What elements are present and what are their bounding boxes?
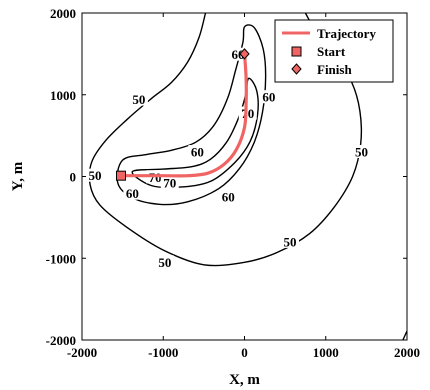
legend-start-swatch	[291, 46, 302, 57]
contour-label-70: 70	[238, 106, 257, 121]
contour-label-bg	[352, 144, 371, 158]
legend-finish-swatch	[291, 63, 302, 75]
contour-label-text: 70	[163, 176, 176, 191]
contour-label-50: 50	[281, 234, 299, 249]
y-tick-label: -1000	[46, 251, 76, 266]
contour-label-60: 60	[229, 47, 247, 62]
legend: Trajectory Start Finish	[274, 19, 394, 83]
contour-label-50: 50	[155, 255, 174, 270]
start-marker	[116, 170, 126, 181]
contour-label-bg	[238, 106, 257, 120]
x-axis-label: X, m	[229, 372, 260, 388]
contour-lines	[88, 12, 408, 341]
contour-label-bg	[188, 144, 207, 158]
y-tick-label: 2000	[50, 6, 76, 21]
contour-label-text: 60	[262, 90, 275, 105]
legend-start-label: Start	[317, 44, 346, 59]
contour-label-text: 70	[149, 170, 162, 185]
axis-ticks: -2000 -1000 0 1000 2000 -2000 -1000 0 1000 2000	[46, 6, 420, 360]
contour-label-text: 50	[89, 168, 102, 183]
x-tick-label: 2000	[394, 345, 420, 360]
x-tick-label: -2000	[67, 345, 97, 360]
finish-marker	[239, 48, 250, 60]
contour-label-text: 50	[284, 234, 297, 249]
legend-trajectory-label: Trajectory	[317, 26, 376, 41]
contour-label-60: 60	[123, 186, 142, 201]
trajectory-line	[119, 52, 248, 178]
contour-label-bg	[155, 255, 174, 269]
contour-label-bg	[123, 186, 142, 200]
contour-label-text: 60	[222, 189, 235, 204]
contour-label-text: 70	[241, 106, 254, 121]
contour-label-50: 50	[86, 168, 104, 183]
contour-label-50: 50	[352, 144, 371, 159]
contour-label-60: 60	[259, 90, 278, 105]
contour-line-60	[116, 24, 267, 206]
contour-label-bg	[281, 234, 299, 248]
contour-label-text: 50	[355, 144, 368, 159]
contour-label-bg	[259, 90, 278, 104]
contour-label-bg	[86, 168, 104, 182]
contour-label-70: 70	[160, 176, 179, 191]
x-tick-label: 0	[241, 345, 248, 360]
x-tick-label: -1000	[148, 345, 178, 360]
contour-label-text: 50	[132, 92, 145, 107]
y-axis-label: Y, m	[10, 161, 26, 191]
y-tick-label: -2000	[46, 333, 76, 348]
contour-line-50	[88, 12, 363, 267]
contour-label-60: 60	[188, 144, 207, 159]
contour-label-bg	[219, 189, 238, 203]
contour-label-bg	[129, 92, 148, 106]
trajectory-layer	[116, 48, 250, 181]
contour-label-60: 60	[219, 189, 238, 204]
contour-line-70	[131, 77, 259, 189]
contour-label-50: 50	[129, 92, 148, 107]
contour-label-text: 50	[158, 255, 171, 270]
contour-label-text: 60	[232, 47, 245, 62]
y-tick-label: 1000	[50, 88, 76, 103]
contour-label-text: 60	[126, 186, 139, 201]
y-tick-label: 0	[70, 170, 77, 185]
contour-label-bg	[160, 176, 179, 190]
x-tick-label: 1000	[313, 345, 339, 360]
contour-label-text: 60	[191, 144, 204, 159]
legend-finish-label: Finish	[317, 62, 352, 77]
